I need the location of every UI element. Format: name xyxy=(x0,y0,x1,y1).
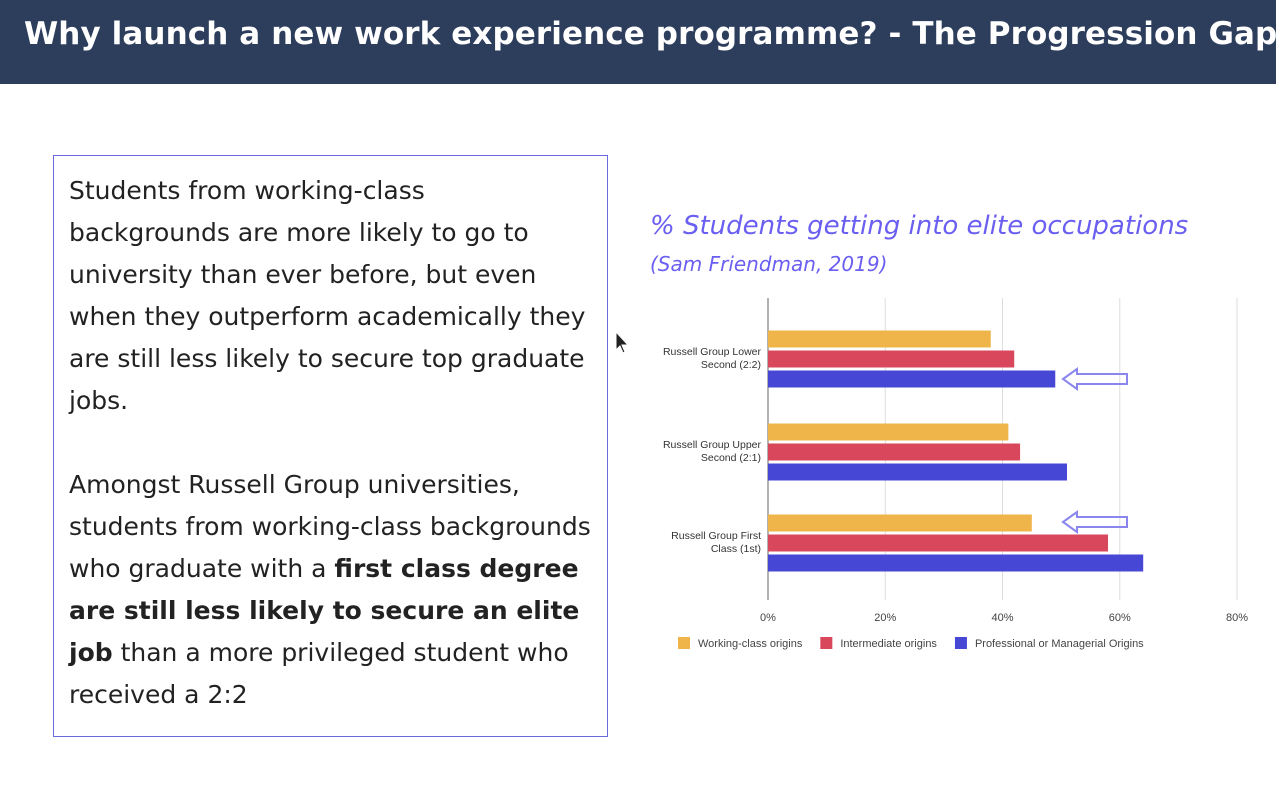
x-tick-label: 20% xyxy=(874,612,896,624)
chart-subtitle: (Sam Friendman, 2019) xyxy=(650,252,888,276)
x-tick-label: 60% xyxy=(1109,612,1131,624)
bar xyxy=(768,330,991,348)
category-label: Russell Group Upper xyxy=(663,439,762,451)
bar xyxy=(768,443,1021,461)
category-label: Russell Group Lower xyxy=(663,346,762,358)
bar xyxy=(768,534,1109,552)
x-tick-label: 80% xyxy=(1226,612,1248,624)
bar xyxy=(768,370,1056,388)
legend-swatch xyxy=(820,637,833,649)
chart-title: % Students getting into elite occupation… xyxy=(650,211,1189,241)
bar xyxy=(768,423,1009,441)
text-box: Students from working-class backgrounds … xyxy=(53,155,608,737)
paragraph-2-start: Amongst Russell Group universities, stud… xyxy=(69,470,591,583)
slide-title: Why launch a new work experience program… xyxy=(24,16,1276,52)
category-label: Second (2:2) xyxy=(701,359,761,371)
arrow-annotation-icon xyxy=(1061,367,1128,391)
x-tick-label: 0% xyxy=(760,612,776,624)
slide-header: Why launch a new work experience program… xyxy=(0,0,1276,84)
bar xyxy=(768,514,1032,532)
legend-swatch xyxy=(954,637,967,649)
legend-label: Intermediate origins xyxy=(840,638,937,650)
paragraph-1: Students from working-class backgrounds … xyxy=(69,176,586,415)
legend-label: Professional or Managerial Origins xyxy=(975,638,1144,650)
bar xyxy=(768,350,1015,368)
bar xyxy=(768,463,1067,481)
paragraph-2: Amongst Russell Group universities, stud… xyxy=(69,464,593,716)
legend-swatch xyxy=(678,637,690,649)
mouse-cursor-icon xyxy=(615,330,630,354)
category-label: Second (2:1) xyxy=(701,452,761,464)
arrow-annotation-icon xyxy=(1061,510,1128,534)
bar xyxy=(768,554,1144,572)
legend-label: Working-class origins xyxy=(698,638,803,650)
paragraph-2-bold: first class degree are still less likely… xyxy=(69,554,580,667)
paragraph-2-end: than a more privileged student who recei… xyxy=(69,638,569,709)
x-tick-label: 40% xyxy=(991,612,1013,624)
category-label: Class (1st) xyxy=(711,543,761,555)
category-label: Russell Group First xyxy=(671,530,761,542)
